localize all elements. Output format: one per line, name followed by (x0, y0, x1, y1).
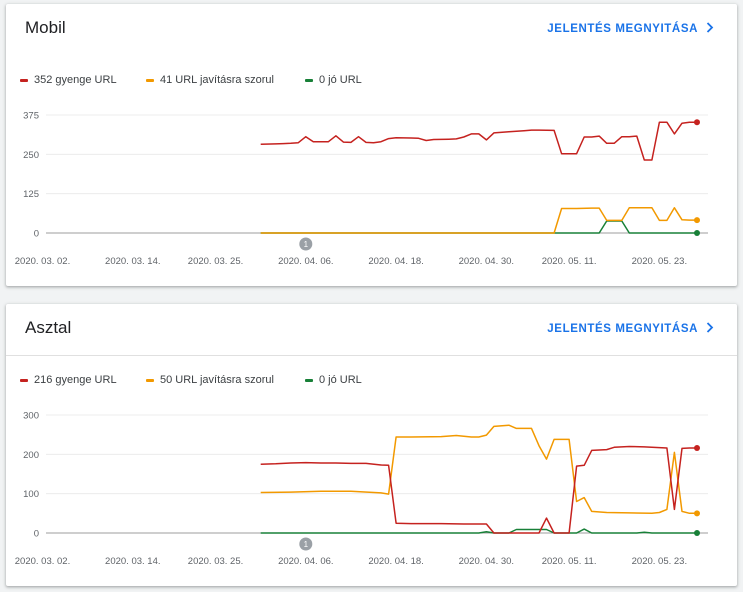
legend-item-good[interactable]: 0 jó URL (305, 74, 362, 86)
desktop-open-report-label: JELENTÉS MEGNYITÁSA (547, 323, 698, 335)
needs-improvement-swatch-icon (146, 378, 154, 382)
series-line-poor (260, 445, 697, 534)
desktop-chart: 0 100 200 300 2020. 03. 02. 2020. 03. 14. 2020… (15, 411, 708, 567)
desktop-card-title: Asztal (25, 318, 72, 337)
mobile-legend: 352 gyenge URL 41 URL javításra szorul 0… (20, 72, 362, 88)
desktop-card-header: Asztal JELENTÉS MEGNYITÁSA (6, 304, 737, 352)
x-tick-label: 2020. 03. 14. (105, 256, 160, 267)
y-tick-label: 0 (34, 529, 39, 540)
annotation-circle (299, 537, 313, 551)
mobile-open-report-label: JELENTÉS MEGNYITÁSA (547, 23, 698, 35)
series-line-needs-improvement (260, 424, 697, 515)
desktop-legend: 216 gyenge URL 50 URL javításra szorul 0… (20, 372, 362, 388)
legend-label-good: 0 jó URL (319, 374, 362, 386)
x-tick-label: 2020. 03. 14. (105, 556, 160, 567)
chevron-right-icon (706, 322, 714, 336)
needs-improvement-swatch-icon (146, 78, 154, 82)
mobile-card-header: Mobil JELENTÉS MEGNYITÁSA (6, 4, 737, 52)
legend-item-needs-improvement[interactable]: 41 URL javításra szorul (146, 74, 305, 86)
legend-label-good: 0 jó URL (319, 74, 362, 86)
x-tick-label: 2020. 04. 30. (459, 556, 514, 567)
mobile-chart: 0 125 250 375 2020. 03. 02. 2020. 03. 14. 2020… (15, 111, 708, 267)
legend-label-poor: 352 gyenge URL (34, 74, 117, 86)
x-tick-label: 2020. 05. 23. (632, 556, 687, 567)
legend-label-needs-improvement: 41 URL javításra szorul (160, 74, 274, 86)
x-tick-label: 2020. 03. 25. (188, 256, 243, 267)
series-line-needs-improvement (260, 207, 697, 234)
x-tick-label: 2020. 04. 18. (368, 556, 423, 567)
x-tick-label: 2020. 03. 02. (15, 556, 70, 567)
chevron-right-icon (706, 22, 714, 36)
series-end-point-needs-improvement (694, 510, 700, 517)
legend-item-needs-improvement[interactable]: 50 URL javításra szorul (146, 374, 305, 386)
x-tick-label: 2020. 04. 30. (459, 256, 514, 267)
good-swatch-icon (305, 78, 313, 82)
legend-label-poor: 216 gyenge URL (34, 374, 117, 386)
x-tick-label: 2020. 03. 25. (188, 556, 243, 567)
series-end-point-good (694, 530, 700, 536)
series-end-point-poor (694, 445, 700, 452)
x-tick-label: 2020. 05. 11. (542, 556, 597, 567)
mobile-card-title: Mobil (25, 18, 66, 37)
annotation-label: 1 (304, 540, 309, 549)
series-line-good (260, 528, 697, 534)
series-line-good (260, 220, 697, 234)
desktop-header-divider (6, 355, 737, 356)
series-end-point-needs-improvement (694, 217, 700, 224)
good-swatch-icon (305, 378, 313, 382)
poor-swatch-icon (20, 78, 28, 82)
poor-swatch-icon (20, 378, 28, 382)
y-tick-label: 300 (23, 411, 39, 422)
series-line-poor (260, 121, 697, 161)
y-tick-label: 375 (23, 111, 39, 122)
y-tick-label: 100 (23, 489, 39, 500)
x-tick-label: 2020. 05. 11. (542, 256, 597, 267)
series-end-point-poor (694, 119, 700, 126)
legend-label-needs-improvement: 50 URL javításra szorul (160, 374, 274, 386)
y-tick-label: 0 (34, 229, 39, 240)
x-tick-label: 2020. 04. 06. (278, 256, 333, 267)
annotation-circle (299, 237, 313, 251)
desktop-open-report-link[interactable]: JELENTÉS MEGNYITÁSA (547, 322, 714, 336)
legend-item-poor[interactable]: 352 gyenge URL (20, 74, 146, 86)
x-tick-label: 2020. 04. 18. (368, 256, 423, 267)
desktop-card: Asztal JELENTÉS MEGNYITÁSA 216 gyenge UR… (6, 304, 737, 586)
legend-item-poor[interactable]: 216 gyenge URL (20, 374, 146, 386)
y-tick-label: 200 (23, 450, 39, 461)
x-tick-label: 2020. 03. 02. (15, 256, 70, 267)
legend-item-good[interactable]: 0 jó URL (305, 374, 362, 386)
y-tick-label: 250 (23, 150, 39, 161)
mobile-card: Mobil JELENTÉS MEGNYITÁSA 352 gyenge URL… (6, 4, 737, 286)
annotation-marker-icon: 1 (299, 537, 313, 551)
y-tick-label: 125 (23, 189, 39, 200)
x-tick-label: 2020. 04. 06. (278, 556, 333, 567)
series-end-point-good (694, 230, 700, 236)
x-tick-label: 2020. 05. 23. (632, 256, 687, 267)
mobile-open-report-link[interactable]: JELENTÉS MEGNYITÁSA (547, 22, 714, 36)
annotation-marker-icon: 1 (299, 237, 313, 251)
annotation-label: 1 (304, 240, 309, 249)
